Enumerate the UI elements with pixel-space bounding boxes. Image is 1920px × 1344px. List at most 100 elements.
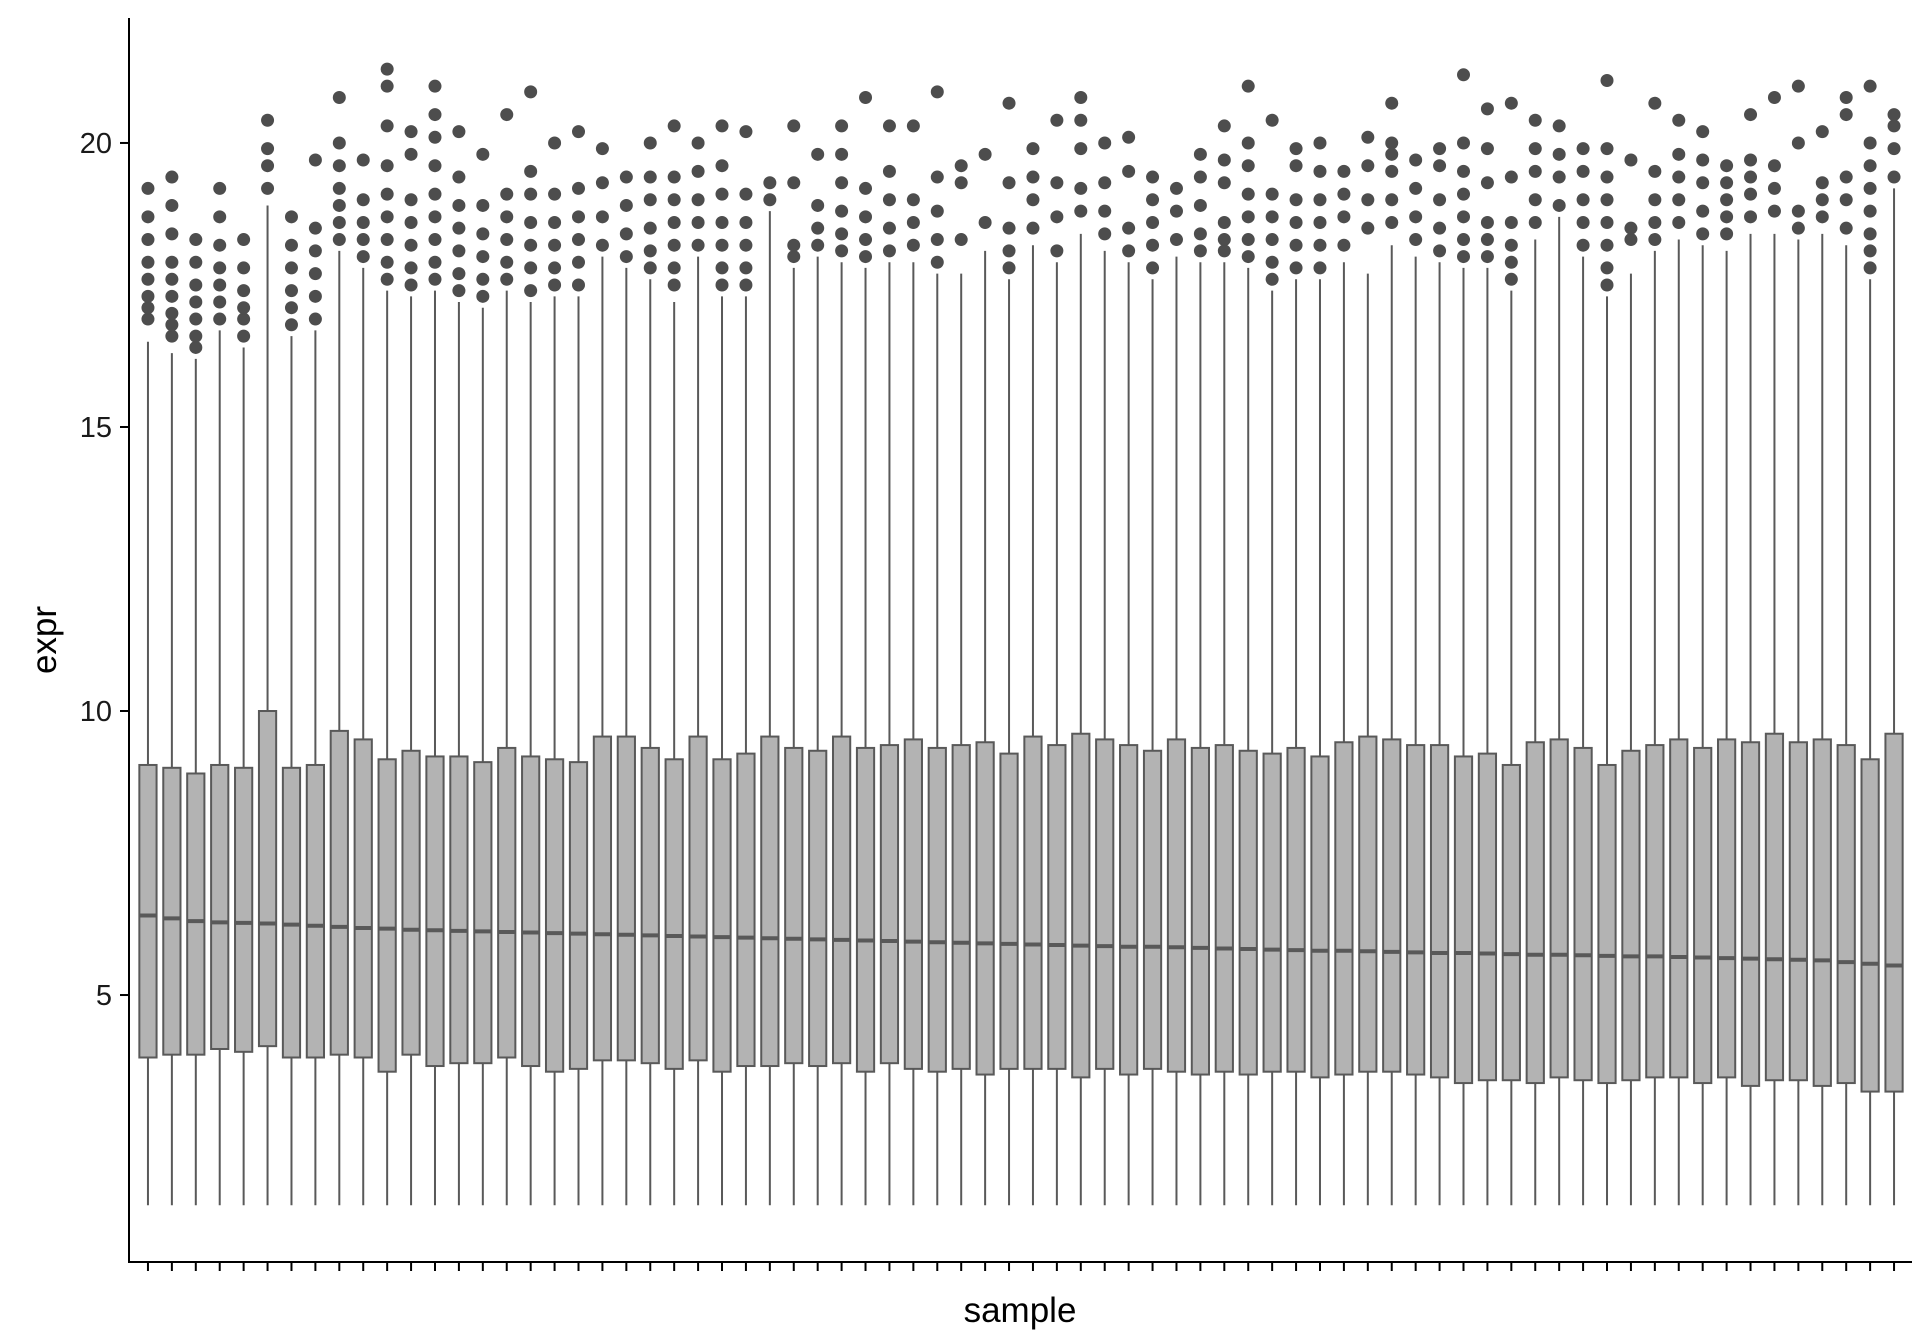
- outlier-point: [739, 238, 753, 252]
- outlier-point: [428, 187, 442, 201]
- box-iqr: [1453, 755, 1474, 1085]
- outlier-point: [1863, 79, 1877, 93]
- outlier-point: [1600, 261, 1614, 275]
- outlier-point: [1122, 130, 1136, 144]
- outlier-point: [1146, 238, 1160, 252]
- outlier-point: [1887, 170, 1901, 184]
- sample-box-51: [1334, 164, 1354, 1206]
- outlier-point: [1289, 193, 1303, 207]
- outlier-point: [548, 187, 562, 201]
- outlier-point: [1098, 227, 1112, 241]
- box-iqr: [808, 749, 828, 1068]
- sample-box-49: [1286, 142, 1306, 1206]
- sample-box-23: [664, 119, 684, 1206]
- outlier-point: [308, 289, 322, 303]
- outlier-point: [548, 278, 562, 292]
- outlier-point: [476, 272, 490, 286]
- outlier-point: [882, 164, 896, 178]
- box-iqr: [1669, 738, 1689, 1079]
- outlier-point: [213, 238, 227, 252]
- outlier-point: [1887, 119, 1901, 133]
- sample-box-74: [1884, 108, 1904, 1206]
- outlier-point: [213, 261, 227, 275]
- outlier-point: [380, 210, 394, 224]
- outlier-point: [954, 176, 968, 190]
- box-iqr: [1693, 746, 1713, 1085]
- outlier-point: [1433, 159, 1447, 173]
- outlier-point: [1074, 204, 1088, 218]
- outlier-point: [643, 221, 657, 235]
- outlier-point: [1600, 193, 1614, 207]
- outlier-point: [859, 181, 873, 195]
- outlier-point: [1241, 79, 1255, 93]
- outlier-point: [811, 198, 825, 212]
- outlier-point: [619, 198, 633, 212]
- outlier-point: [452, 284, 466, 298]
- box-iqr: [1406, 744, 1426, 1076]
- sample-box-31: [855, 91, 876, 1206]
- sample-box-3: [186, 233, 206, 1206]
- outlier-point: [1552, 198, 1566, 212]
- box-iqr: [616, 735, 636, 1062]
- box-iqr: [1812, 738, 1832, 1087]
- outlier-point: [548, 136, 562, 150]
- outlier-point: [1887, 108, 1901, 122]
- y-tick-label: 15: [80, 412, 112, 444]
- outlier-point: [356, 153, 370, 167]
- box-iqr: [1286, 746, 1306, 1073]
- outlier-point: [404, 238, 418, 252]
- sample-box-54: [1406, 153, 1426, 1206]
- outlier-point: [1576, 164, 1590, 178]
- outlier-point: [1648, 215, 1662, 229]
- outlier-point: [643, 193, 657, 207]
- outlier-point: [189, 340, 203, 354]
- sample-box-20: [592, 142, 613, 1206]
- outlier-point: [691, 193, 705, 207]
- outlier-point: [739, 187, 753, 201]
- outlier-point: [1313, 261, 1327, 275]
- outlier-point: [1504, 272, 1518, 286]
- outlier-point: [165, 170, 179, 184]
- box-iqr: [1358, 735, 1378, 1073]
- outlier-point: [1624, 221, 1638, 235]
- outlier-point: [763, 193, 777, 207]
- outlier-point: [835, 147, 849, 161]
- outlier-point: [906, 238, 920, 252]
- outlier-point: [859, 210, 873, 224]
- outlier-point: [284, 210, 298, 224]
- y-axis-title: expr: [25, 606, 64, 674]
- outlier-point: [667, 238, 681, 252]
- outlier-point: [1050, 210, 1064, 224]
- outlier-point: [1600, 73, 1614, 87]
- sample-box-45: [1190, 147, 1211, 1206]
- sample-box-60: [1549, 119, 1569, 1206]
- outlier-point: [284, 261, 298, 275]
- outlier-point: [1050, 113, 1064, 127]
- outlier-point: [1815, 176, 1829, 190]
- outlier-point: [1289, 159, 1303, 173]
- outlier-point: [189, 255, 203, 269]
- sample-box-2: [162, 170, 182, 1206]
- outlier-point: [332, 159, 346, 173]
- sample-box-27: [760, 176, 780, 1206]
- outlier-point: [1361, 193, 1375, 207]
- box-iqr: [210, 763, 230, 1050]
- outlier-point: [1863, 181, 1877, 195]
- outlier-point: [1289, 142, 1303, 156]
- sample-box-24: [688, 136, 708, 1206]
- outlier-point: [165, 255, 179, 269]
- sample-box-4: [210, 181, 230, 1206]
- outlier-point: [1887, 142, 1901, 156]
- outlier-point: [380, 159, 394, 173]
- x-axis-title: sample: [964, 1291, 1077, 1330]
- outlier-point: [165, 289, 179, 303]
- box-iqr: [592, 735, 613, 1062]
- outlier-point: [1098, 176, 1112, 190]
- outlier-point: [667, 119, 681, 133]
- outlier-point: [906, 215, 920, 229]
- outlier-point: [1217, 244, 1231, 258]
- outlier-point: [1289, 238, 1303, 252]
- sample-box-21: [616, 170, 636, 1206]
- outlier-point: [1313, 238, 1327, 252]
- outlier-point: [380, 187, 394, 201]
